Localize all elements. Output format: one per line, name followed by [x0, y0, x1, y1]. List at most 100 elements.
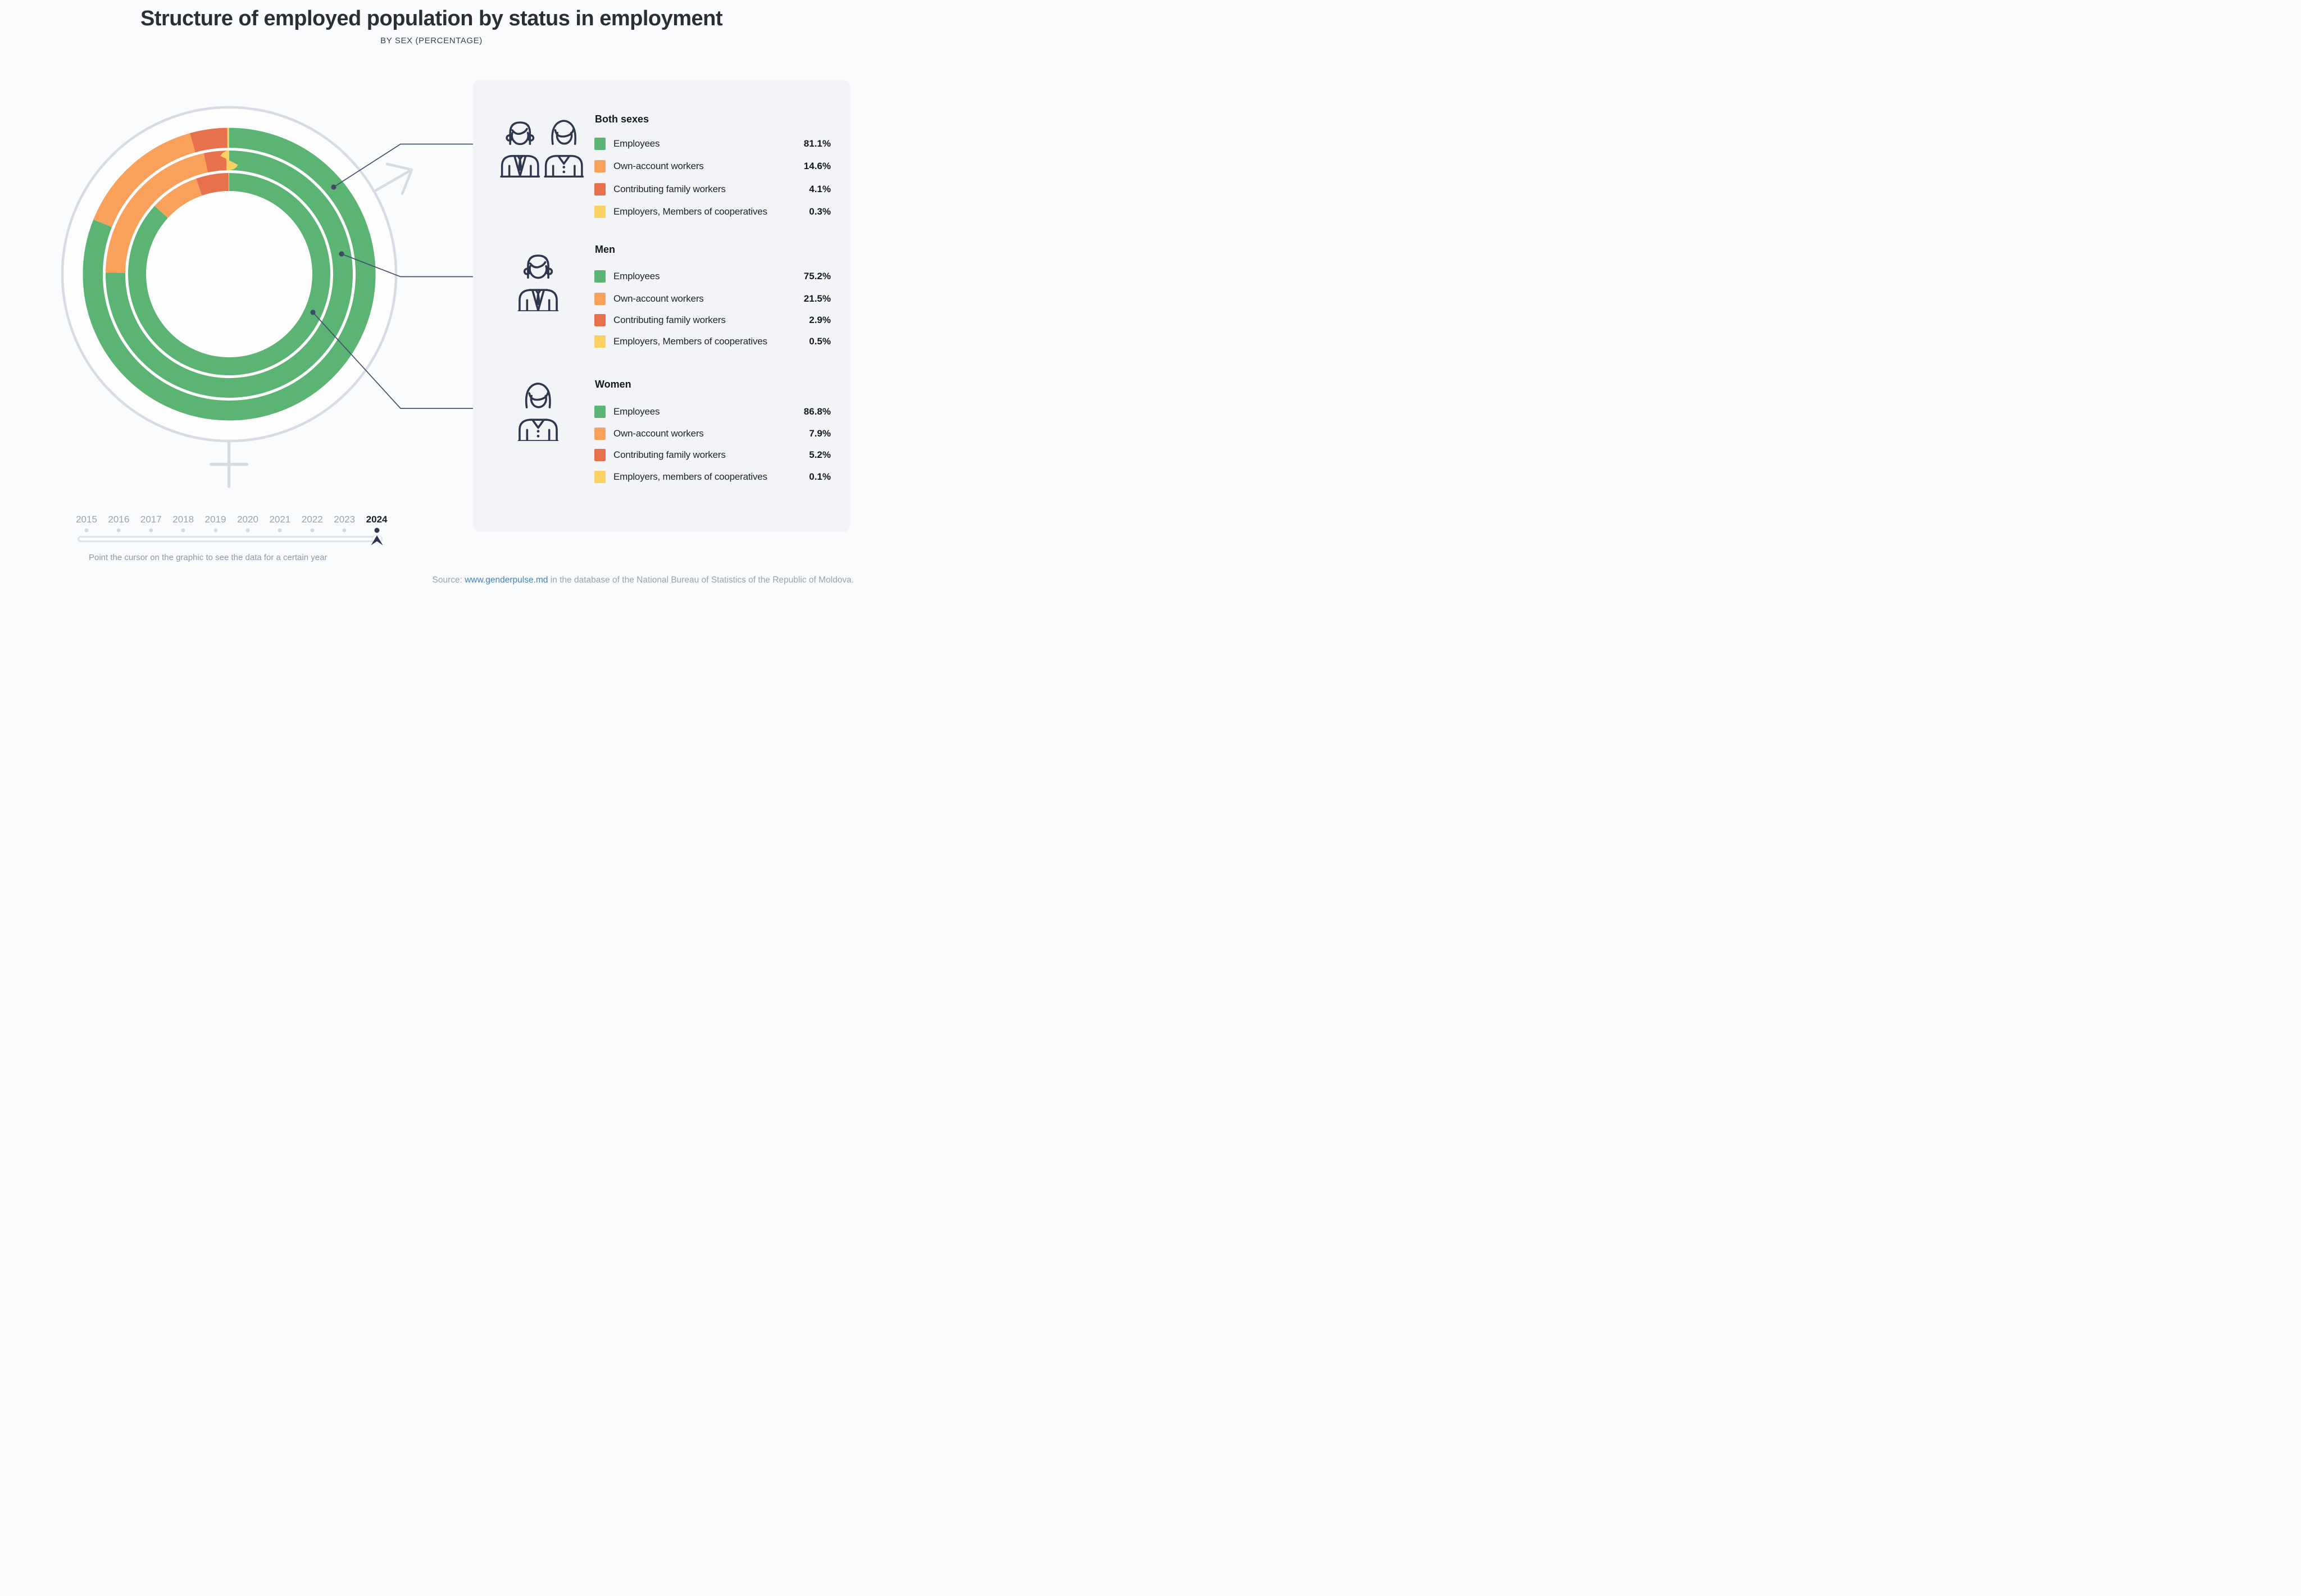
year-dot-2021[interactable]: [278, 528, 282, 533]
swatch-family-workers: [594, 183, 606, 195]
ring-women-employers[interactable]: [128, 173, 330, 375]
swatch-employers: [594, 335, 606, 348]
year-label-2015[interactable]: 2015: [76, 514, 97, 525]
year-label-2016[interactable]: 2016: [108, 514, 130, 525]
swatch-family-workers: [594, 449, 606, 461]
legend-label: Own-account workers: [613, 428, 704, 439]
legend-row: Own-account workers 21.5%: [594, 292, 831, 306]
ring-men-family[interactable]: [106, 151, 353, 398]
legend-label: Employees: [613, 406, 660, 417]
legend-value: 5.2%: [809, 449, 831, 460]
legend-value: 0.1%: [809, 471, 831, 482]
legend-value: 75.2%: [803, 271, 831, 281]
ring-men-employers[interactable]: [106, 151, 353, 398]
legend-label: Contributing family workers: [613, 315, 726, 325]
legend-label: Employees: [613, 271, 660, 281]
page-title: Structure of employed population by stat…: [140, 7, 723, 30]
source-line: Source: www.genderpulse.md in the databa…: [433, 575, 854, 585]
swatch-employees: [594, 406, 606, 418]
ring-men-own_account[interactable]: [106, 151, 353, 398]
ring-dot-men: [339, 251, 344, 257]
legend-value: 7.9%: [809, 428, 831, 439]
legend-row: Own-account workers 7.9%: [594, 426, 831, 441]
year-dot-2018[interactable]: [181, 528, 185, 533]
year-label-2022[interactable]: 2022: [301, 514, 323, 525]
connector-women: [312, 312, 492, 409]
swatch-employees: [594, 270, 606, 283]
year-dot-2015[interactable]: [84, 528, 89, 533]
legend-row: Contributing family workers 5.2%: [594, 448, 831, 462]
gender-symbol-icon: [61, 106, 413, 488]
legend-value: 14.6%: [803, 161, 831, 171]
page-subtitle: BY SEX (PERCENTAGE): [380, 36, 483, 46]
year-dot-2020[interactable]: [245, 528, 250, 533]
slider-track-groove: [79, 538, 381, 540]
group-header-men: Men: [595, 244, 615, 255]
donut-chart[interactable]: [83, 128, 376, 421]
source-link[interactable]: www.genderpulse.md: [465, 575, 548, 585]
gender-circle: [61, 106, 398, 443]
legend-row: Employees 86.8%: [594, 404, 831, 419]
women-icon: [517, 383, 559, 441]
legend-label: Employers, Members of cooperatives: [613, 206, 767, 217]
swatch-own-account: [594, 160, 606, 172]
legend-panel: [473, 80, 850, 532]
source-prefix: Source:: [432, 575, 465, 585]
ring-dot-women: [310, 310, 316, 315]
legend-label: Employers, members of cooperatives: [613, 471, 767, 482]
legend-row: Contributing family workers 2.9%: [594, 313, 831, 328]
group-header-both-sexes: Both sexes: [595, 113, 649, 125]
slider-track[interactable]: [78, 536, 383, 542]
source-suffix: in the database of the National Bureau o…: [548, 575, 854, 585]
ring-women-own_account[interactable]: [128, 173, 330, 375]
legend-value: 4.1%: [809, 184, 831, 194]
swatch-family-workers: [594, 314, 606, 326]
legend-value: 86.8%: [803, 406, 831, 417]
ring-women-family[interactable]: [128, 173, 330, 375]
swatch-own-account: [594, 293, 606, 305]
connector-men: [341, 253, 492, 278]
group-header-women: Women: [595, 379, 631, 390]
ring-dot-both-sexes: [331, 184, 336, 190]
legend-value: 81.1%: [803, 138, 831, 149]
swatch-employers: [594, 471, 606, 483]
page: Structure of employed population by stat…: [0, 0, 863, 599]
year-dot-2022[interactable]: [310, 528, 315, 533]
slider-cursor-icon[interactable]: [371, 535, 383, 545]
legend-value: 2.9%: [809, 315, 831, 325]
year-label-2024[interactable]: 2024: [366, 514, 388, 525]
men-icon: [517, 254, 559, 311]
swatch-employers: [594, 206, 606, 218]
legend-row: Own-account workers 14.6%: [594, 159, 831, 174]
legend-row: Employers, members of cooperatives 0.1%: [594, 470, 831, 484]
legend-value: 0.3%: [809, 206, 831, 217]
legend-value: 0.5%: [809, 336, 831, 347]
year-label-2017[interactable]: 2017: [140, 514, 162, 525]
year-label-2020[interactable]: 2020: [237, 514, 258, 525]
legend-row: Employees 75.2%: [594, 269, 831, 284]
ring-men-employees[interactable]: [106, 151, 353, 398]
ring-both-sexes-employees[interactable]: [83, 128, 376, 421]
year-dot-2016[interactable]: [116, 528, 121, 533]
ring-both-sexes-own_account[interactable]: [83, 128, 376, 421]
ring-both-sexes-employers[interactable]: [83, 128, 376, 421]
ring-women-employees[interactable]: [128, 173, 330, 375]
year-dot-2024[interactable]: [374, 528, 380, 533]
legend-row: Employers, Members of cooperatives 0.5%: [594, 334, 831, 349]
slider-hint: Point the cursor on the graphic to see t…: [89, 553, 328, 562]
year-dot-2017[interactable]: [149, 528, 153, 533]
year-label-2023[interactable]: 2023: [334, 514, 356, 525]
year-dot-2019[interactable]: [213, 528, 218, 533]
legend-label: Employees: [613, 138, 660, 149]
year-label-2018[interactable]: 2018: [172, 514, 194, 525]
connector-both-sexes: [333, 143, 492, 188]
ring-both-sexes-family[interactable]: [83, 128, 376, 421]
year-label-2021[interactable]: 2021: [269, 514, 291, 525]
year-label-2019[interactable]: 2019: [204, 514, 226, 525]
legend-label: Own-account workers: [613, 293, 704, 304]
legend-value: 21.5%: [803, 293, 831, 304]
swatch-own-account: [594, 428, 606, 440]
year-dot-2023[interactable]: [342, 528, 347, 533]
both-sexes-icon: [500, 120, 584, 178]
connector-lines: [312, 143, 492, 409]
